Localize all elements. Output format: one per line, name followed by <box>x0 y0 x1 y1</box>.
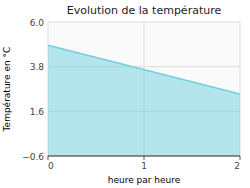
x-tick <box>48 156 49 160</box>
x-axis-line <box>48 155 240 156</box>
title: Evolution de la température <box>67 4 222 17</box>
chart-container: −0.6 1.6 3.8 6.0 0 1 2 Evolution de la températ… <box>0 0 250 188</box>
x-tick-label: 0 <box>48 161 54 171</box>
y-tick-label: −0.6 <box>22 152 44 162</box>
chart: −0.6 1.6 3.8 6.0 0 1 2 Evolution de la températ… <box>0 0 250 188</box>
x-tick <box>240 156 241 160</box>
y-tick-label: 1.6 <box>30 107 45 117</box>
line <box>48 45 240 94</box>
x-tick-label: 2 <box>234 161 240 171</box>
x-tick-label: 1 <box>141 161 147 171</box>
y-grid-line <box>48 156 240 157</box>
x-tick <box>144 156 145 160</box>
y-axis-label: Température en °C <box>2 47 12 133</box>
x-axis-label: heure par heure <box>108 175 181 185</box>
y-tick-label: 3.8 <box>30 62 45 72</box>
plot-marks <box>48 45 240 156</box>
plot-background <box>48 22 240 156</box>
y-tick-label: 6.0 <box>30 18 45 28</box>
area <box>48 45 240 156</box>
